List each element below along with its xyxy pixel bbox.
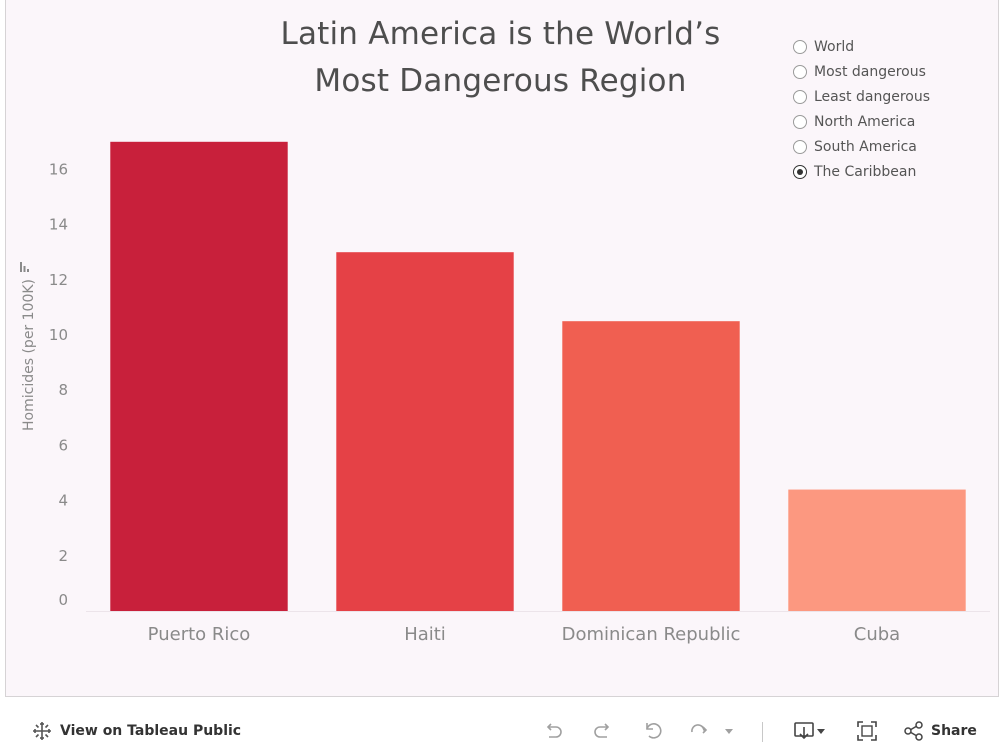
toolbar-divider (762, 722, 763, 742)
radio-label: North America (814, 113, 916, 130)
radio-label: World (814, 38, 855, 55)
tableau-logo-icon (33, 722, 51, 740)
sort-icon (20, 262, 29, 272)
radio-button[interactable] (793, 114, 807, 129)
bar (336, 252, 514, 611)
download-icon (794, 722, 814, 740)
radio-option-most-dangerous[interactable]: Most dangerous (793, 59, 930, 84)
undo-icon (546, 723, 562, 738)
x-tick-label: Haiti (404, 624, 446, 645)
y-tick-label: 10 (49, 326, 68, 344)
radio-button[interactable] (793, 139, 807, 154)
y-tick-label: 12 (49, 271, 68, 289)
y-tick-label: 4 (58, 492, 68, 510)
download-button[interactable] (793, 720, 827, 742)
radio-label: The Caribbean (814, 163, 917, 180)
tableau-toolbar: View on Tableau Public (0, 712, 1001, 753)
refresh-dropdown[interactable] (723, 720, 735, 742)
share-label: Share (931, 723, 977, 739)
radio-option-least-dangerous[interactable]: Least dangerous (793, 84, 930, 109)
radio-label: South America (814, 138, 917, 155)
refresh-icon (691, 724, 708, 734)
chart-title-line-1: Latin America is the World’s (280, 16, 721, 52)
refresh-button[interactable] (688, 720, 710, 742)
bar (788, 489, 966, 611)
bar (562, 321, 740, 611)
y-axis-label: Homicides (per 100K) (21, 279, 37, 431)
share-button[interactable]: Share (903, 720, 977, 742)
y-tick-label: 2 (58, 547, 68, 565)
chart-title-line-2: Most Dangerous Region (314, 63, 687, 99)
radio-option-world[interactable]: World (793, 34, 930, 59)
x-tick-label: Puerto Rico (148, 624, 251, 645)
fullscreen-button[interactable] (856, 720, 878, 742)
chevron-down-icon (725, 729, 733, 734)
view-on-tableau-label: View on Tableau Public (60, 723, 242, 739)
y-tick-label: 8 (58, 381, 68, 399)
y-tick-label: 14 (49, 216, 68, 234)
x-tick-label: Cuba (854, 624, 900, 645)
redo-button[interactable] (592, 720, 614, 742)
radio-button[interactable] (793, 64, 807, 79)
share-icon (904, 721, 923, 741)
radio-label: Most dangerous (814, 63, 926, 80)
radio-button[interactable] (793, 39, 807, 54)
bar (110, 141, 288, 612)
chevron-down-icon (817, 729, 825, 734)
radio-option-north-america[interactable]: North America (793, 109, 930, 134)
y-tick-label: 0 (58, 591, 68, 609)
chart: 0 2 4 6 8 10 12 14 16 Homicides (per 100K) Puerto … (20, 141, 990, 645)
radio-option-the-caribbean[interactable]: The Caribbean (793, 159, 930, 184)
y-tick-label: 16 (49, 160, 68, 178)
x-tick-label: Dominican Republic (562, 624, 741, 645)
radio-option-south-america[interactable]: South America (793, 134, 930, 159)
radio-button[interactable] (793, 89, 807, 104)
revert-icon (646, 723, 662, 739)
radio-label: Least dangerous (814, 88, 930, 105)
y-tick-label: 6 (58, 436, 68, 454)
radio-button[interactable] (793, 164, 807, 179)
view-on-tableau-button[interactable]: View on Tableau Public (31, 720, 241, 742)
fullscreen-icon (857, 721, 877, 741)
region-filter: World Most dangerous Least dangerous Nor… (793, 34, 930, 184)
undo-button[interactable] (542, 720, 564, 742)
redo-icon (594, 723, 610, 738)
revert-button[interactable] (642, 720, 664, 742)
